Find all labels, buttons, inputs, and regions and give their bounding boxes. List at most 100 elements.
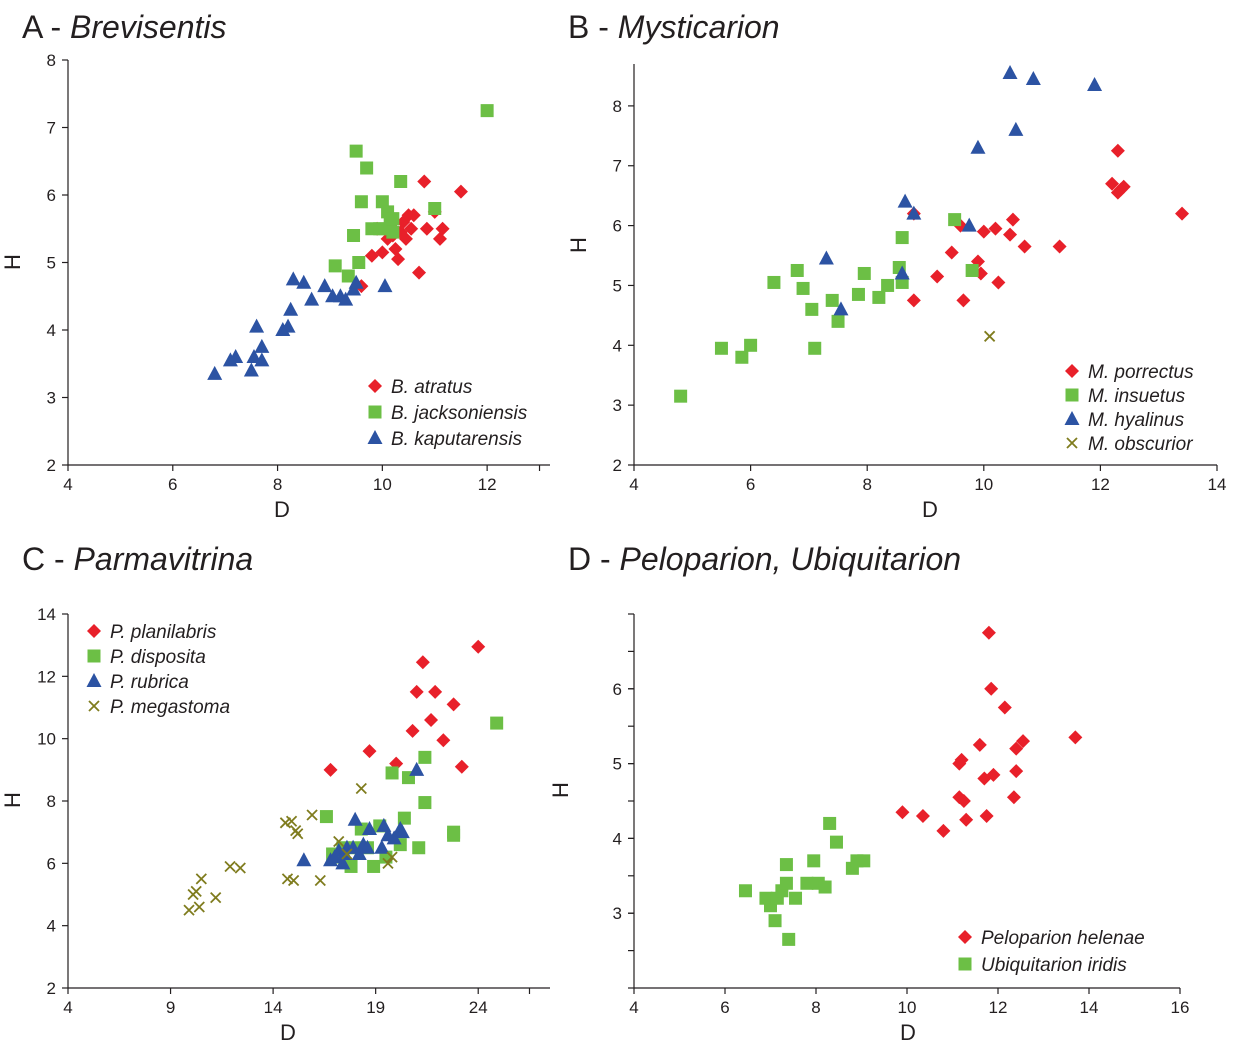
y-tick-label: 3: [47, 389, 56, 408]
data-point: [800, 876, 814, 890]
data-point: [428, 684, 443, 699]
data-point: [782, 932, 796, 946]
legend-marker: [367, 430, 383, 444]
data-point: [349, 144, 363, 158]
data-point: [435, 221, 450, 236]
data-point: [930, 269, 945, 284]
data-point: [417, 174, 432, 189]
data-point: [1052, 239, 1067, 254]
data-point: [341, 848, 353, 860]
data-point: [283, 301, 299, 316]
legend-label: B. jacksoniensis: [391, 403, 528, 424]
data-point: [1009, 741, 1024, 756]
x-axis-label: D: [922, 497, 938, 522]
x-axis-label: D: [900, 1020, 916, 1045]
series-m-porrectus: [906, 143, 1190, 308]
data-point: [831, 314, 845, 328]
x-tick-label: 19: [366, 998, 385, 1017]
series-peloparion-helenae: [895, 625, 1083, 838]
data-point: [352, 256, 366, 269]
data-point: [210, 891, 222, 904]
data-point: [292, 828, 304, 840]
data-point: [988, 221, 1003, 236]
panel-letter: C -: [22, 541, 74, 577]
x-tick-label: 4: [63, 998, 72, 1017]
y-tick-label: 8: [613, 97, 622, 116]
data-point: [195, 873, 207, 885]
data-point: [948, 213, 962, 227]
data-point: [287, 874, 300, 887]
panel-letter: A -: [22, 9, 70, 45]
data-point: [385, 766, 399, 780]
data-point: [296, 852, 312, 867]
data-point: [972, 737, 987, 752]
x-tick-label: 6: [720, 998, 729, 1017]
panel-genus: Peloparion, Ubiquitarion: [620, 541, 962, 577]
data-point: [986, 767, 1001, 782]
data-point: [970, 139, 986, 154]
data-point: [1002, 64, 1018, 79]
data-point: [981, 625, 996, 640]
panel-b: B - Mysticarion 2 3 4 5 6 7 8 4 6 8 10 12 14 D H M. porr…: [566, 9, 1226, 522]
x-axis-label: D: [280, 1020, 296, 1045]
y-tick-label: 5: [613, 276, 622, 295]
data-point: [825, 293, 839, 307]
data-point: [234, 862, 246, 874]
data-point: [446, 697, 461, 712]
x-tick-label: 16: [1171, 998, 1190, 1017]
legend-marker: [87, 649, 101, 663]
data-point: [1116, 179, 1131, 194]
data-point: [471, 639, 486, 654]
legend-marker: [368, 405, 382, 419]
panel-letter: B -: [568, 9, 618, 45]
data-point: [857, 854, 871, 868]
panel-title: C - Parmavitrina: [22, 541, 253, 577]
data-point: [1017, 239, 1032, 254]
y-tick-label: 4: [47, 917, 56, 936]
data-point: [319, 810, 333, 824]
data-point: [333, 835, 345, 848]
legend: Peloparion helenae Ubiquitarion iridis: [958, 928, 1145, 976]
data-point: [374, 839, 390, 854]
data-point: [789, 891, 803, 905]
y-tick-label: 7: [47, 119, 56, 138]
data-point: [418, 796, 432, 810]
x-tick-label: 8: [862, 475, 871, 494]
legend-marker: [88, 700, 100, 712]
data-point: [285, 815, 298, 827]
data-point: [997, 700, 1012, 715]
x-tick-label: 14: [1080, 998, 1099, 1017]
data-point: [1009, 764, 1024, 779]
panel-d: D - Peloparion, Ubiquitarion 3 4 5 6 4 6 8 10 12 1…: [548, 541, 1189, 1045]
data-point: [362, 744, 377, 759]
data-point: [412, 265, 427, 280]
legend-label: Ubiquitarion iridis: [981, 955, 1127, 976]
y-tick-label: 8: [47, 792, 56, 811]
data-point: [362, 821, 378, 836]
data-point: [983, 330, 996, 342]
series-b-jacksoniensis: [328, 104, 494, 283]
data-point: [956, 293, 971, 308]
data-point: [779, 876, 793, 890]
data-point: [979, 808, 994, 823]
data-point: [1175, 206, 1190, 221]
x-tick-label: 12: [989, 998, 1008, 1017]
data-point: [454, 759, 469, 774]
y-tick-label: 6: [47, 854, 56, 873]
data-point: [1025, 70, 1041, 85]
series-m-obscurior: [983, 330, 996, 342]
x-tick-label: 24: [469, 998, 488, 1017]
legend-label: M. hyalinus: [1088, 410, 1185, 431]
data-point: [744, 338, 758, 352]
data-point: [183, 904, 195, 916]
data-point: [409, 761, 425, 776]
y-axis-label: H: [0, 254, 25, 270]
data-point: [354, 195, 368, 209]
data-point: [424, 712, 439, 727]
data-point: [228, 349, 244, 363]
data-point: [190, 885, 202, 898]
x-tick-label: 12: [478, 475, 497, 494]
y-tick-label: 2: [47, 979, 56, 998]
legend: M. porrectus M. insuetus M. hyalinus M. obs…: [1064, 362, 1194, 455]
